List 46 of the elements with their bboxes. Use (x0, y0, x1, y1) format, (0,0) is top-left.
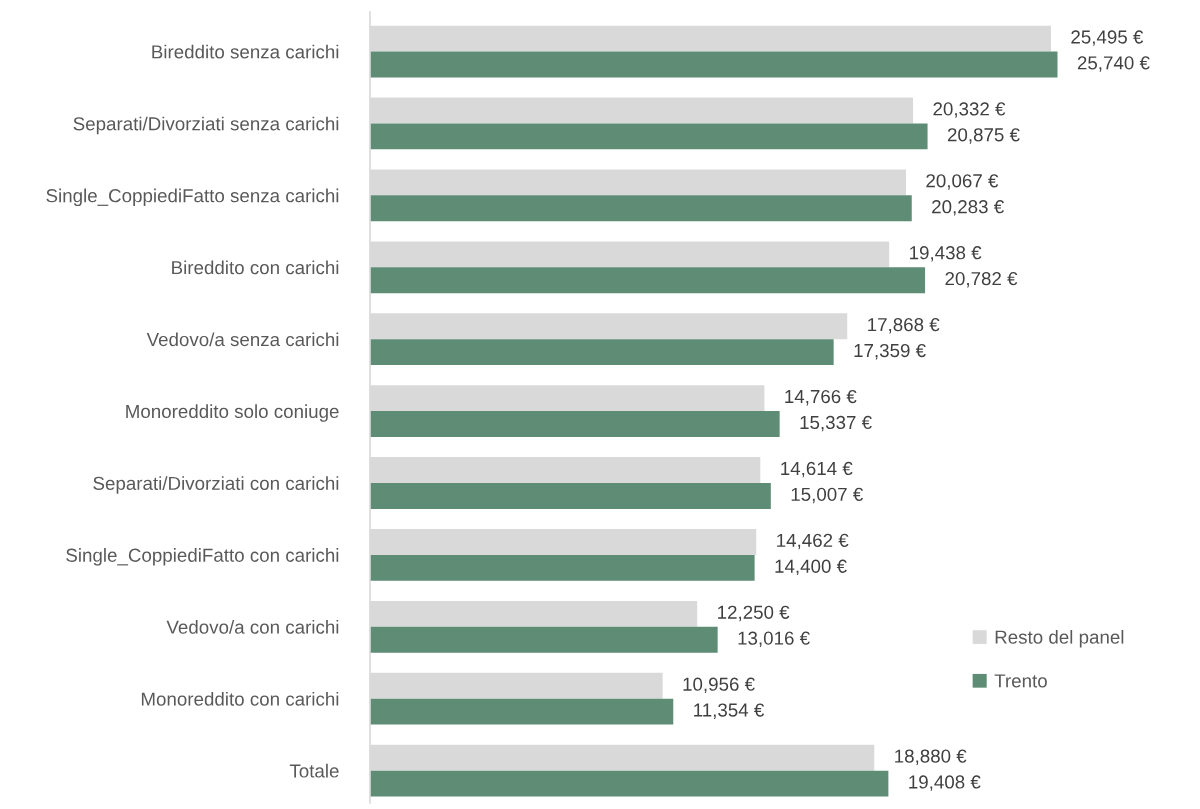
bar (370, 698, 674, 725)
y-tick-label: Totale (289, 763, 339, 778)
bar (370, 411, 780, 437)
y-tick-label: Bireddito con carichi (172, 260, 339, 275)
data-label: 17,359 € (854, 343, 926, 360)
data-label: 20,875 € (947, 128, 1020, 144)
data-label: 11,354 € (694, 703, 765, 719)
bar (370, 195, 912, 222)
data-label: 12,250 € (718, 605, 790, 622)
y-tick-label: Single_CoppiediFatto senza carichi (46, 188, 339, 207)
bar (370, 554, 755, 581)
data-label: 15,007 € (791, 487, 863, 504)
y-tick-label: Bireddito senza carichi (152, 44, 339, 59)
y-tick-label: Monoreddito con carichi (141, 691, 339, 706)
data-label: 25,740 € (1077, 56, 1150, 72)
data-label: 13,016 € (738, 631, 810, 648)
y-tick-label: Vedovo/a con carichi (166, 620, 339, 634)
legend-label: Resto del panel (995, 630, 1124, 648)
bar (370, 51, 1058, 78)
bar (370, 626, 718, 653)
data-label: 14,766 € (785, 389, 857, 406)
data-label: 20,332 € (933, 102, 1006, 118)
bar (370, 770, 889, 797)
data-label: 14,400 € (775, 559, 847, 576)
data-label: 14,462 € (777, 533, 849, 550)
y-tick-label: Separati/Divorziati con carichi (93, 476, 339, 494)
data-label: 20,283 € (932, 200, 1004, 216)
data-label: 19,438 € (910, 246, 982, 262)
data-label: 14,614 € (781, 461, 853, 478)
y-tick-label: Monoreddito solo coniuge (126, 404, 339, 422)
data-label: 17,868 € (868, 318, 940, 334)
data-label: 10,956 € (683, 677, 755, 694)
y-tick-label: Vedovo/a senza carichi (146, 332, 339, 347)
y-tick-label: Separati/Divorziati senza carichi (73, 116, 339, 135)
data-label: 25,495 € (1071, 30, 1144, 46)
bar (370, 483, 771, 509)
data-label: 18,880 € (895, 749, 967, 765)
bar (370, 123, 928, 150)
y-tick-label: Single_CoppiediFatto con carichi (66, 548, 339, 566)
bar (370, 339, 834, 366)
data-label: 15,337 € (800, 415, 872, 432)
legend-label: Trento (994, 674, 1047, 688)
bar (370, 267, 926, 294)
data-label: 20,782 € (945, 271, 1018, 288)
data-label: 19,408 € (909, 775, 981, 791)
data-label: 20,067 € (926, 174, 999, 190)
